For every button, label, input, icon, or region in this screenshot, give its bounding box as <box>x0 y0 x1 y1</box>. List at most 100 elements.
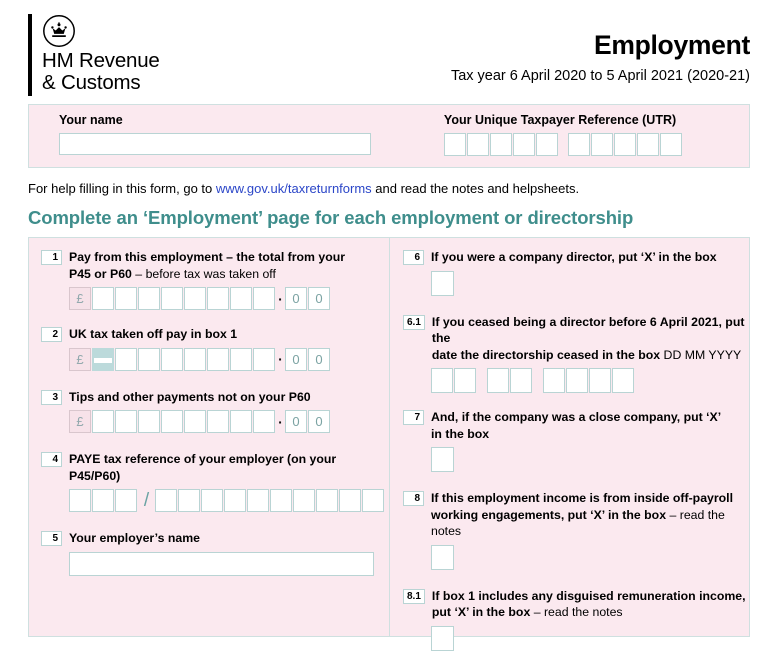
question-4-ref-5[interactable] <box>247 489 269 512</box>
question-3-digit-3[interactable] <box>138 410 160 433</box>
question-6-1-date-input[interactable] <box>431 368 749 393</box>
utr-char-4[interactable] <box>512 133 535 156</box>
question-4-office-3[interactable] <box>115 489 137 512</box>
question-2-digit-7[interactable] <box>230 347 252 371</box>
question-1-digit-2[interactable] <box>115 287 137 310</box>
question-7-label: And, if the company was a close company,… <box>431 409 721 442</box>
question-8-checkbox[interactable] <box>431 544 454 570</box>
question-1-line2-regular: – before tax was taken off <box>131 266 276 281</box>
question-3-pound-symbol: £ <box>69 410 91 433</box>
taxreturnforms-link[interactable]: www.gov.uk/taxreturnforms <box>215 181 372 196</box>
utr-char-5[interactable] <box>535 133 558 156</box>
question-2-digit-3[interactable] <box>138 347 160 371</box>
question-2-digit-5[interactable] <box>184 347 206 371</box>
question-2-digit-2[interactable] <box>115 347 137 371</box>
question-6-1-line2-bold: date the directorship ceased in the box <box>431 347 661 362</box>
question-8-1-checkbox[interactable] <box>431 625 454 651</box>
question-4-ref-9[interactable] <box>339 489 361 512</box>
question-6-1-year-3[interactable] <box>589 368 611 393</box>
question-3: 3 Tips and other payments not on your P6… <box>41 389 389 433</box>
question-2-pence-1[interactable]: 0 <box>285 347 307 371</box>
question-6-1-month-1[interactable] <box>487 368 509 393</box>
question-4-ref-7[interactable] <box>293 489 315 512</box>
question-3-digit-4[interactable] <box>161 410 183 433</box>
question-2-digit-4[interactable] <box>161 347 183 371</box>
question-6-1-year-4[interactable] <box>612 368 634 393</box>
question-6: 6 If you were a company director, put ‘X… <box>403 249 749 296</box>
question-6-number: 6 <box>403 250 424 265</box>
question-1-pence-2[interactable]: 0 <box>308 287 330 310</box>
question-1-digit-4[interactable] <box>161 287 183 310</box>
question-4-ref-10[interactable] <box>362 489 384 512</box>
question-3-digit-1[interactable] <box>92 410 114 433</box>
question-3-digit-2[interactable] <box>115 410 137 433</box>
question-1-digit-5[interactable] <box>184 287 206 310</box>
question-4-ref-3[interactable] <box>201 489 223 512</box>
question-8: 8 If this employment income is from insi… <box>403 490 749 570</box>
question-4-ref-2[interactable] <box>178 489 200 512</box>
question-1-digit-1[interactable] <box>92 287 114 310</box>
question-5: 5 Your employer’s name <box>41 530 389 576</box>
question-2-money-input[interactable]: £ · 0 0 <box>69 347 389 371</box>
question-6-checkbox[interactable] <box>431 270 454 296</box>
question-7-line2: in the box <box>431 426 490 441</box>
utr-char-1[interactable] <box>443 133 466 156</box>
question-1-pound-symbol: £ <box>69 287 91 310</box>
question-6-1-day-1[interactable] <box>431 368 453 393</box>
question-5-number: 5 <box>41 531 62 546</box>
logo-vertical-rule <box>28 14 32 96</box>
question-1-digit-6[interactable] <box>207 287 229 310</box>
question-6-1-day-2[interactable] <box>454 368 476 393</box>
question-2-pence-2[interactable]: 0 <box>308 347 330 371</box>
name-label: Your name <box>59 113 123 127</box>
question-6-1-year-1[interactable] <box>543 368 565 393</box>
hmrc-logo: HM Revenue & Customs <box>28 14 160 96</box>
utr-char-6[interactable] <box>567 133 590 156</box>
section-heading: Complete an ‘Employment’ page for each e… <box>28 207 634 228</box>
question-4-office-2[interactable] <box>92 489 114 512</box>
utr-char-10[interactable] <box>659 133 682 156</box>
question-3-digit-6[interactable] <box>207 410 229 433</box>
utr-char-9[interactable] <box>636 133 659 156</box>
tax-year-subtitle: Tax year 6 April 2020 to 5 April 2021 (2… <box>450 68 750 84</box>
question-1-pence-1[interactable]: 0 <box>285 287 307 310</box>
question-3-number: 3 <box>41 389 62 405</box>
question-8-number: 8 <box>403 491 424 506</box>
identity-panel: Your name Your Unique Taxpayer Reference… <box>28 104 750 168</box>
question-6-1: 6.1 If you ceased being a director befor… <box>403 314 749 393</box>
question-2-label: UK tax taken off pay in box 1 <box>69 327 238 341</box>
question-3-pence-2[interactable]: 0 <box>308 410 330 433</box>
question-1-digit-7[interactable] <box>230 287 252 310</box>
question-2-digit-6[interactable] <box>207 347 229 371</box>
question-4-ref-6[interactable] <box>270 489 292 512</box>
utr-char-7[interactable] <box>590 133 613 156</box>
question-3-digit-5[interactable] <box>184 410 206 433</box>
question-5-employer-name-input[interactable] <box>69 551 374 576</box>
name-input[interactable] <box>59 133 371 155</box>
utr-input[interactable] <box>443 133 749 156</box>
question-1-digit-8[interactable] <box>253 287 275 310</box>
question-4-ref-4[interactable] <box>224 489 246 512</box>
question-1-money-input[interactable]: £ · 0 0 <box>69 287 389 310</box>
question-7-checkbox[interactable] <box>431 447 454 472</box>
question-3-money-input[interactable]: £ · 0 0 <box>69 410 389 433</box>
question-4-separator: / <box>143 489 150 511</box>
question-1-digit-3[interactable] <box>138 287 160 310</box>
question-8-1-number: 8.1 <box>403 588 425 604</box>
utr-char-3[interactable] <box>489 133 512 156</box>
question-4-paye-input[interactable]: / <box>69 489 389 512</box>
question-3-digit-7[interactable] <box>230 410 252 433</box>
question-3-digit-8[interactable] <box>253 410 275 433</box>
question-6-label: If you were a company director, put ‘X’ … <box>431 250 717 264</box>
utr-char-8[interactable] <box>613 133 636 156</box>
question-4-ref-8[interactable] <box>316 489 338 512</box>
question-2-digit-1[interactable] <box>92 347 114 371</box>
question-4-office-1[interactable] <box>69 489 91 512</box>
logo-text-line1: HM Revenue <box>42 49 160 72</box>
question-3-pence-1[interactable]: 0 <box>285 410 307 433</box>
question-4-ref-1[interactable] <box>155 489 177 512</box>
utr-char-2[interactable] <box>466 133 489 156</box>
question-6-1-year-2[interactable] <box>566 368 588 393</box>
question-2-digit-8[interactable] <box>253 347 275 371</box>
question-6-1-month-2[interactable] <box>510 368 532 393</box>
